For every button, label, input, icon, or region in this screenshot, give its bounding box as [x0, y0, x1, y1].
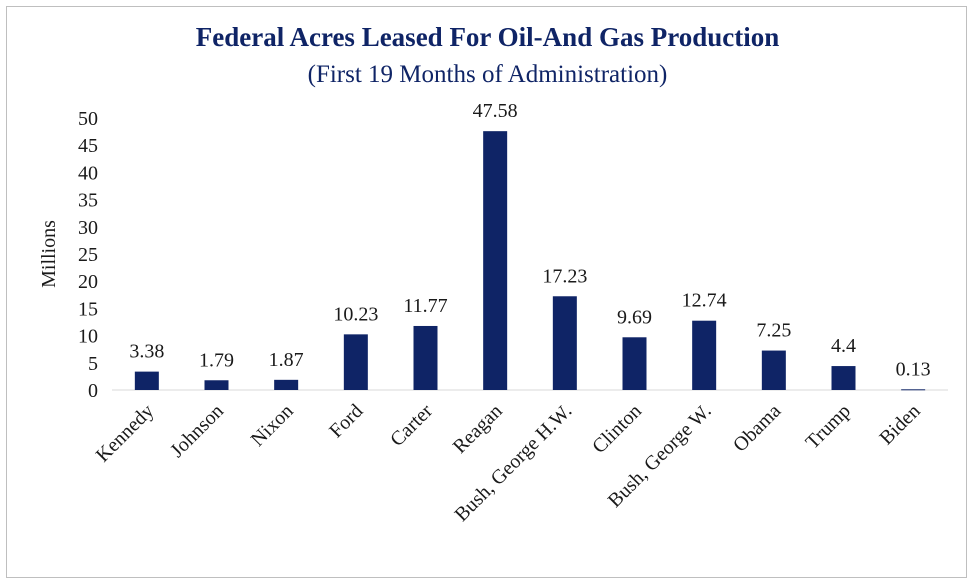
y-ticks: 0 5 10 15 20 25 30 35 40 45 50	[78, 108, 98, 402]
y-axis-label-group: Millions	[38, 220, 60, 288]
y-tick-label: 25	[78, 244, 98, 266]
bar	[901, 389, 926, 391]
x-tick-label: Obama	[729, 400, 785, 456]
bar	[204, 380, 229, 390]
chart-subtitle: (First 19 Months of Administration)	[307, 61, 668, 88]
x-tick-label: Ford	[325, 400, 367, 442]
bar-value-label: 3.38	[129, 341, 164, 363]
bar	[134, 371, 159, 390]
bar-value-label: 1.79	[199, 349, 234, 371]
x-tick-label: Biden	[875, 400, 924, 449]
bar	[831, 366, 856, 390]
y-tick-label: 15	[78, 298, 98, 320]
y-tick-label: 40	[78, 162, 98, 184]
y-tick-label: 5	[88, 353, 98, 375]
bar-value-label: 7.25	[756, 320, 791, 342]
bar	[692, 320, 717, 390]
x-tick-labels: Kennedy Johnson Nixon Ford Carter ReaganBush,…	[92, 400, 925, 526]
y-tick-label: 20	[78, 271, 98, 293]
bar	[552, 296, 577, 390]
bar-value-label: 4.4	[831, 335, 856, 357]
bar	[343, 334, 368, 390]
bar	[413, 325, 438, 390]
x-tick-label: Reagan	[449, 400, 507, 458]
bars	[134, 131, 926, 391]
y-tick-label: 45	[78, 135, 98, 157]
y-axis-label: Millions	[38, 220, 60, 288]
bar	[622, 337, 647, 390]
bar	[483, 131, 508, 390]
bar-value-label: 12.74	[682, 290, 727, 312]
x-tick-label: Bush, George H.W.	[450, 400, 576, 526]
bar	[761, 350, 786, 390]
value-labels: 3.38 1.79 1.87 10.23 11.77 47.58 17.23 9.69 12.7…	[129, 100, 930, 380]
bar-value-label: 47.58	[473, 100, 518, 122]
x-tick-label: Johnson	[166, 400, 228, 462]
x-tick-label: Kennedy	[92, 400, 159, 467]
bar-value-label: 11.77	[403, 295, 447, 317]
y-tick-label: 30	[78, 217, 98, 239]
y-tick-label: 35	[78, 190, 98, 212]
bar	[274, 379, 299, 390]
y-tick-label: 50	[78, 108, 98, 130]
x-tick-label: Carter	[386, 400, 437, 451]
chart-title: Federal Acres Leased For Oil-And Gas Pro…	[195, 22, 780, 52]
y-tick-label: 0	[88, 380, 98, 402]
bar-value-label: 17.23	[542, 265, 587, 287]
bar-value-label: 1.87	[269, 349, 304, 371]
x-tick-label: Nixon	[247, 400, 298, 451]
x-tick-label: Trump	[801, 400, 855, 454]
bar-value-label: 9.69	[617, 306, 652, 328]
x-tick-label: Clinton	[588, 400, 646, 458]
bar-value-label: 0.13	[896, 358, 931, 380]
bar-value-label: 10.23	[333, 303, 378, 325]
y-tick-label: 10	[78, 326, 98, 348]
